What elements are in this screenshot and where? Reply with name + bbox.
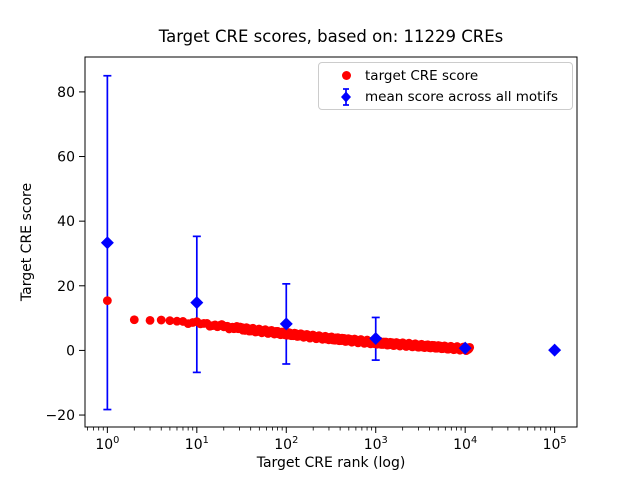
plot-frame [84,56,578,428]
svg-text:40: 40 [57,214,75,230]
legend-item-mean: mean score across all motifs [327,86,564,107]
legend: target CRE score mean score across all m… [318,62,573,110]
svg-text:101: 101 [185,435,209,453]
y-axis-label: Target CRE score [19,182,35,302]
x-minor-ticks [87,427,551,431]
svg-text:0: 0 [66,343,75,359]
x-major-ticks: 100 101 102 103 104 105 [95,427,567,453]
target-score-dots [102,296,475,355]
svg-text:104: 104 [453,435,477,453]
chart-title: Target CRE scores, based on: 11229 CREs [158,27,504,46]
svg-text:80: 80 [57,85,75,101]
svg-text:20: 20 [57,279,75,295]
svg-text:103: 103 [364,435,388,453]
svg-text:−20: −20 [45,408,75,424]
diamond-errorbar-marker-icon [327,87,365,107]
x-axis-label: Target CRE rank (log) [256,455,406,471]
mean-score-diamonds [100,236,562,357]
legend-item-label: target CRE score [365,67,479,84]
svg-text:60: 60 [57,150,75,166]
mean-errorbars [103,74,559,411]
svg-text:102: 102 [274,435,298,453]
svg-text:100: 100 [95,435,119,453]
circle-marker-icon [327,71,365,80]
y-ticks: −20 0 20 40 60 80 [45,85,85,424]
svg-text:105: 105 [543,435,567,453]
legend-item-target: target CRE score [327,65,564,86]
legend-item-label: mean score across all motifs [365,88,559,105]
